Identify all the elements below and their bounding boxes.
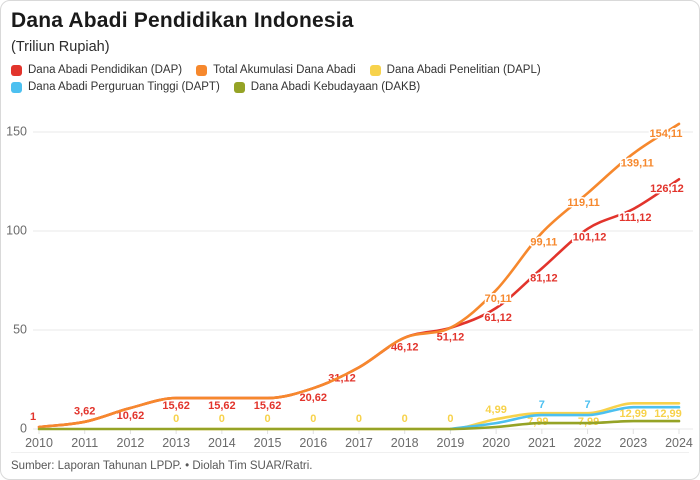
series-line-4 bbox=[37, 419, 681, 431]
series-line-0 bbox=[37, 178, 681, 429]
x-axis-label-2024: 2024 bbox=[665, 436, 693, 450]
value-label-0-2017: 31,12 bbox=[328, 372, 356, 384]
x-axis-label-2017: 2017 bbox=[345, 436, 373, 450]
value-label-2-2020: 4,99 bbox=[485, 404, 506, 416]
value-label-0-2013: 15,62 bbox=[162, 400, 190, 412]
legend-item-dap: Dana Abadi Pendidikan (DAP) bbox=[11, 64, 182, 76]
source-note: Sumber: Laporan Tahunan LPDP. • Diolah T… bbox=[11, 452, 689, 472]
value-label-2-2024: 12,99 bbox=[654, 408, 682, 420]
x-axis-label-2019: 2019 bbox=[437, 436, 465, 450]
y-axis-label-100: 100 bbox=[6, 223, 27, 237]
value-label-0-2021: 81,12 bbox=[530, 272, 558, 284]
x-axis-label-2013: 2013 bbox=[162, 436, 190, 450]
value-label-0-2022: 101,12 bbox=[573, 232, 607, 244]
legend-label: Total Akumulasi Dana Abadi bbox=[213, 64, 356, 76]
value-label-2-2015: 0 bbox=[265, 413, 271, 425]
legend-item-dapl: Dana Abadi Penelitian (DAPL) bbox=[369, 64, 541, 76]
value-label-1-2024: 154,11 bbox=[649, 128, 682, 140]
value-label-0-2024: 126,12 bbox=[650, 183, 684, 195]
legend-label: Dana Abadi Kebudayaan (DAKB) bbox=[250, 81, 421, 93]
legend-swatch-red bbox=[11, 64, 22, 76]
value-label-2-2017: 0 bbox=[356, 413, 362, 425]
series-line-1 bbox=[37, 122, 681, 429]
legend: Dana Abadi Pendidikan (DAP) Total Akumul… bbox=[11, 64, 566, 93]
legend-label: Dana Abadi Pendidikan (DAP) bbox=[28, 64, 183, 76]
legend-item-total: Total Akumulasi Dana Abadi bbox=[196, 64, 356, 76]
x-axis-label-2021: 2021 bbox=[528, 436, 556, 450]
series-line-2 bbox=[174, 401, 681, 431]
value-label-0-2019: 51,12 bbox=[437, 332, 465, 344]
value-label-3-2022: 7 bbox=[585, 399, 591, 411]
legend-item-dakb: Dana Abadi Kebudayaan (DAKB) bbox=[233, 81, 421, 93]
value-label-3-2021: 7 bbox=[539, 399, 545, 411]
value-label-2-2016: 0 bbox=[310, 413, 316, 425]
value-label-0-2018: 46,12 bbox=[391, 342, 419, 354]
value-label-2-2013: 0 bbox=[173, 413, 179, 425]
legend-item-dapt: Dana Abadi Perguruan Tinggi (DAPT) bbox=[11, 81, 220, 93]
y-axis-label-150: 150 bbox=[6, 124, 27, 138]
x-axis-label-2012: 2012 bbox=[117, 436, 145, 450]
value-label-0-2012: 10,62 bbox=[117, 410, 145, 422]
legend-swatch-orange bbox=[196, 64, 208, 76]
x-axis-label-2016: 2016 bbox=[299, 436, 327, 450]
value-label-2-2023: 12,99 bbox=[620, 408, 648, 420]
value-label-0-2016: 20,62 bbox=[300, 392, 328, 404]
x-axis-label-2011: 2011 bbox=[71, 436, 98, 450]
value-label-1-2021: 99,11 bbox=[530, 237, 557, 249]
value-label-0-2015: 15,62 bbox=[254, 400, 282, 412]
legend-swatch-yellow bbox=[369, 64, 381, 76]
value-label-1-2023: 139,11 bbox=[621, 157, 654, 169]
legend-swatch-blue bbox=[11, 81, 22, 93]
chart-title: Dana Abadi Pendidikan Indonesia bbox=[11, 9, 354, 32]
y-axis-label-0: 0 bbox=[20, 421, 27, 435]
x-axis-label-2010: 2010 bbox=[25, 436, 53, 450]
value-label-0-2011: 3,62 bbox=[74, 406, 95, 418]
x-axis-label-2022: 2022 bbox=[574, 436, 602, 450]
legend-label: Dana Abadi Perguruan Tinggi (DAPT) bbox=[28, 81, 220, 93]
value-label-2-2014: 0 bbox=[219, 413, 225, 425]
y-axis-label-50: 50 bbox=[13, 322, 27, 336]
chart-subtitle: (Triliun Rupiah) bbox=[11, 39, 110, 55]
value-label-0-2010: 1 bbox=[30, 411, 36, 423]
value-label-0-2020: 61,12 bbox=[484, 312, 512, 324]
x-axis-label-2020: 2020 bbox=[482, 436, 510, 450]
x-axis-label-2014: 2014 bbox=[208, 436, 236, 450]
value-label-1-2020: 70,11 bbox=[485, 293, 512, 305]
x-axis-label-2015: 2015 bbox=[254, 436, 282, 450]
value-label-0-2014: 15,62 bbox=[208, 400, 236, 412]
value-label-2-2018: 0 bbox=[402, 413, 408, 425]
x-axis-label-2023: 2023 bbox=[619, 436, 647, 450]
legend-label: Dana Abadi Penelitian (DAPL) bbox=[386, 64, 541, 76]
legend-swatch-olive bbox=[233, 81, 245, 93]
value-label-0-2023: 111,12 bbox=[619, 212, 651, 224]
x-axis-label-2018: 2018 bbox=[391, 436, 419, 450]
value-label-2-2019: 0 bbox=[447, 413, 453, 425]
value-label-1-2022: 119,11 bbox=[567, 197, 599, 209]
series-line-3 bbox=[449, 405, 681, 431]
